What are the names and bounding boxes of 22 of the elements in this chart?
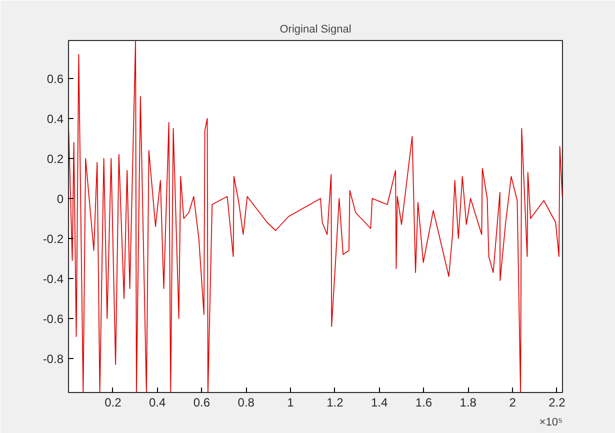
y-tick-label: -0.4 bbox=[42, 272, 64, 286]
y-tick-label: 0.4 bbox=[46, 112, 64, 126]
text: ×10⁵ bbox=[539, 416, 563, 428]
x-tick-label: 0.6 bbox=[193, 396, 210, 410]
y-tick-label: 0 bbox=[56, 192, 64, 206]
x-tick-label: 2.2 bbox=[548, 396, 566, 410]
y-tick-label: -0.8 bbox=[42, 352, 64, 366]
y-tick-label: 0.2 bbox=[46, 152, 64, 166]
x-tick-label: 0.2 bbox=[104, 396, 122, 410]
x-tick-label: 1.2 bbox=[326, 396, 344, 410]
x-tick-label: 0.8 bbox=[238, 396, 255, 410]
x-tick-label: 1.4 bbox=[370, 396, 388, 410]
line-series bbox=[68, 40, 562, 392]
x-tick-label: 1.8 bbox=[460, 396, 477, 410]
x-tick-label: 1 bbox=[287, 396, 294, 410]
y-tick-label: -0.2 bbox=[42, 232, 64, 246]
chart-title: Original Signal bbox=[280, 24, 352, 36]
x-tick-label: 0.4 bbox=[148, 396, 166, 410]
x-tick-label: 2 bbox=[509, 396, 516, 410]
x-tick-label: 1.6 bbox=[415, 396, 432, 410]
y-tick-label: -0.6 bbox=[42, 312, 64, 326]
y-tick-label: 0.6 bbox=[46, 72, 64, 86]
